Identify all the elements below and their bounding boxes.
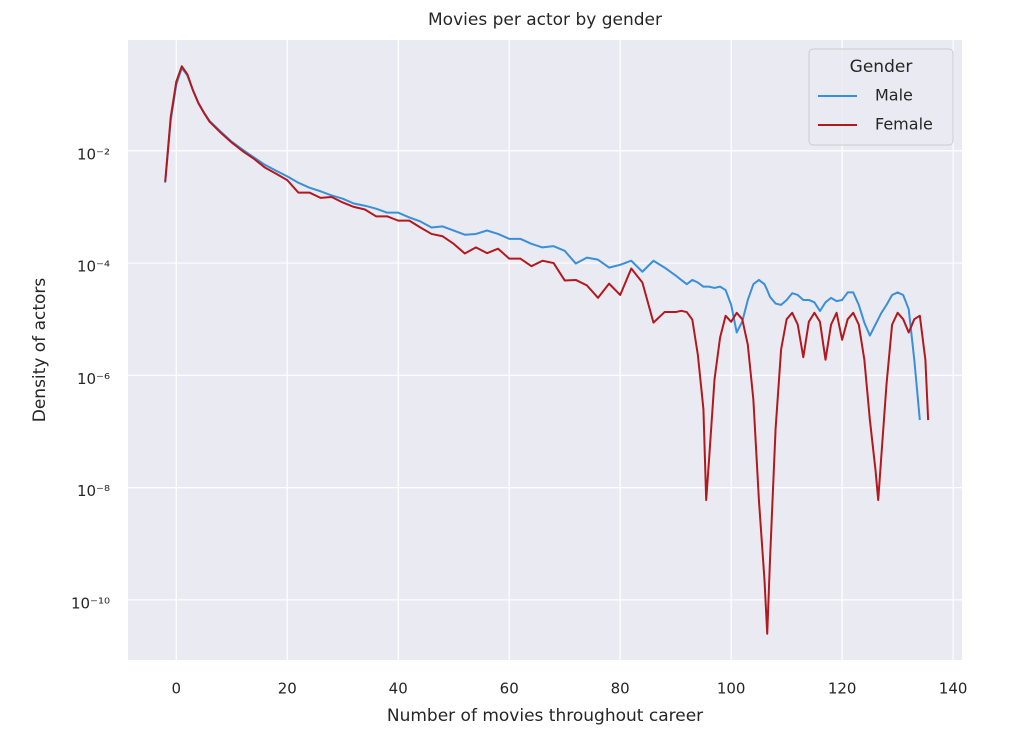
legend: Gender Male Female (808, 48, 954, 146)
legend-title: Gender (850, 57, 913, 77)
x-tick-label: 80 (611, 680, 630, 698)
x-tick-label: 100 (717, 680, 746, 698)
y-tick-label: 10⁻¹⁰ (71, 594, 110, 612)
y-tick-label: 10⁻⁴ (77, 258, 110, 276)
series-line (164, 66, 921, 421)
legend-box (808, 48, 954, 146)
series-line (164, 65, 930, 635)
grid (128, 40, 962, 660)
x-tick-label: 60 (500, 680, 519, 698)
chart-title: Movies per actor by gender (428, 10, 662, 30)
y-tick-label: 10⁻⁶ (77, 370, 110, 388)
lines (164, 65, 930, 635)
x-tick-label: 0 (172, 680, 182, 698)
y-tick-label: 10⁻⁸ (77, 482, 110, 500)
x-tick-label: 20 (278, 680, 297, 698)
legend-label: Female (875, 115, 933, 134)
legend-label: Male (875, 86, 913, 105)
y-axis-label: Density of actors (30, 278, 50, 423)
x-tick-label: 40 (389, 680, 408, 698)
y-tick-label: 10⁻² (77, 145, 110, 163)
x-tick-label: 120 (828, 680, 857, 698)
x-axis-label: Number of movies throughout career (387, 706, 703, 726)
x-tick-label: 140 (939, 680, 968, 698)
